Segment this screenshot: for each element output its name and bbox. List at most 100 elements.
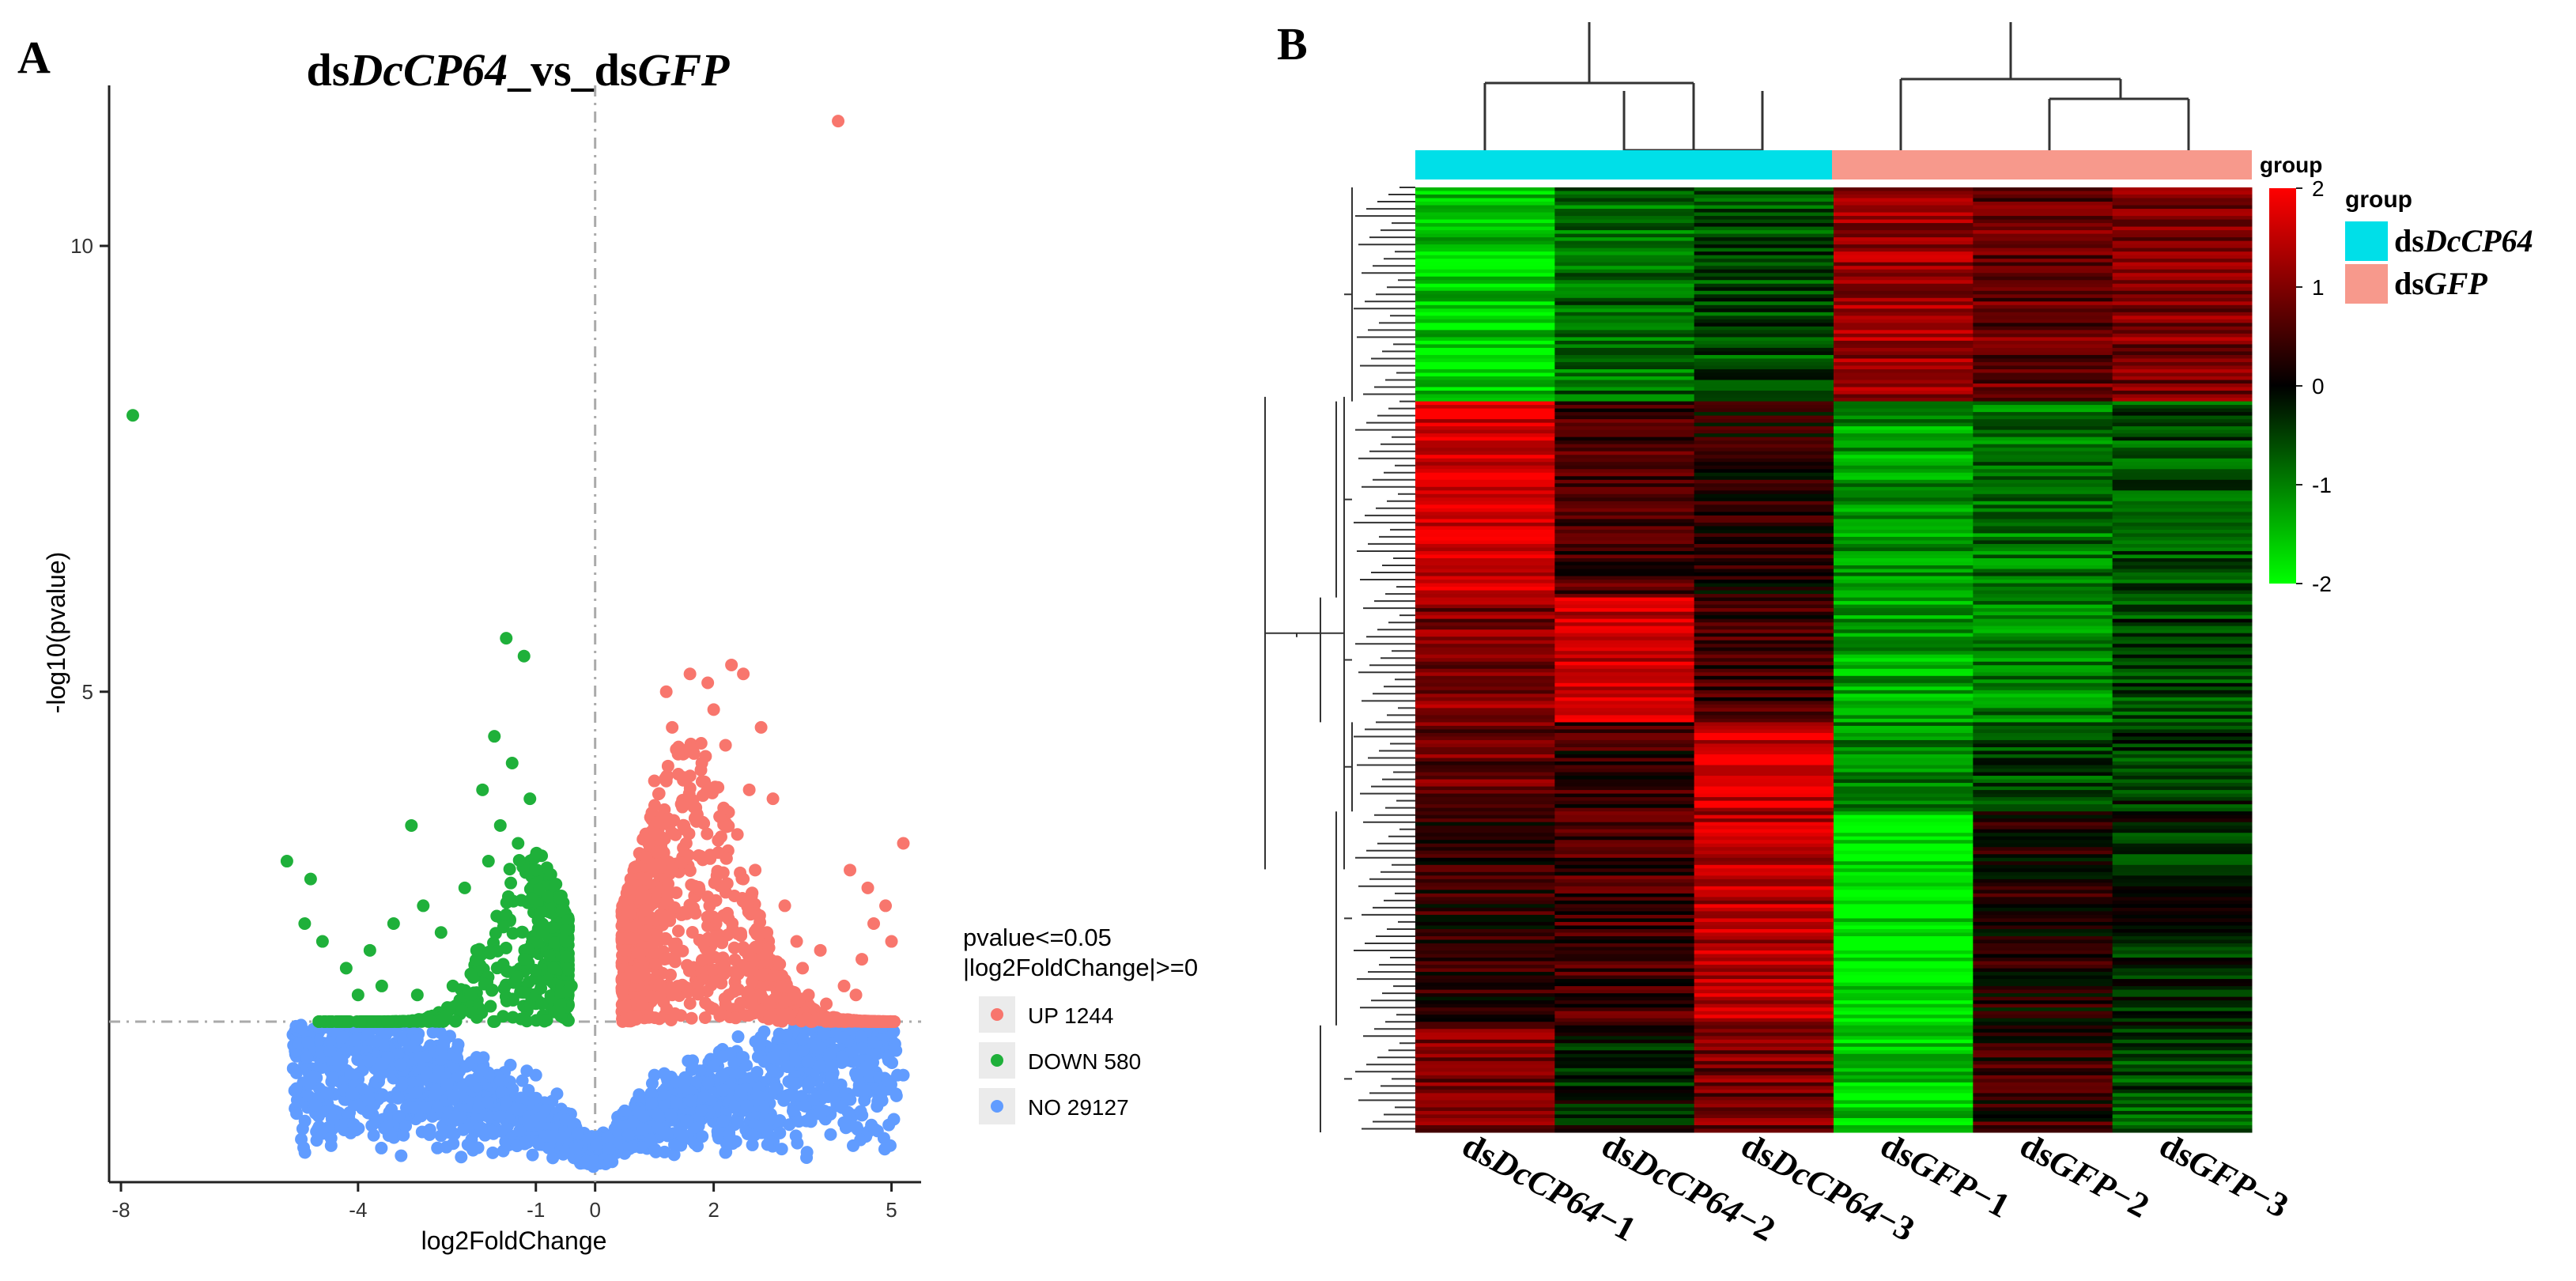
column-label-gene: DcCP64 — [1763, 1141, 1888, 1232]
heatmap-cell — [1973, 793, 2113, 798]
heatmap-cell — [1834, 486, 1974, 491]
point-no — [325, 1112, 338, 1125]
heatmap-cell — [1694, 212, 1834, 217]
heatmap-cell — [1973, 469, 2113, 474]
heatmap-cell — [2112, 932, 2253, 937]
point-no — [470, 1051, 483, 1064]
point-no — [835, 1100, 848, 1113]
heatmap-cell — [1834, 658, 1974, 663]
heatmap-cell — [2112, 504, 2253, 509]
heatmap-cell — [1694, 1086, 1834, 1090]
heatmap-cell — [1694, 1015, 1834, 1019]
heatmap-cell — [1834, 644, 1974, 648]
heatmap-cell — [1834, 248, 1974, 252]
heatmap-cell — [1415, 316, 1555, 320]
point-up — [662, 877, 675, 890]
heatmap-cell — [2112, 287, 2253, 292]
heatmap-cell — [2112, 1071, 2253, 1076]
heatmap-cell — [2112, 758, 2253, 762]
point-up — [754, 720, 768, 734]
heatmap-cell — [1554, 1036, 1695, 1041]
heatmap-cell — [1415, 337, 1555, 342]
heatmap-cell — [1694, 304, 1834, 309]
point-no — [789, 1129, 803, 1143]
heatmap-cell — [1415, 697, 1555, 701]
heatmap-cell — [1973, 1075, 2113, 1079]
point-up — [635, 892, 648, 905]
heatmap-cell — [1554, 761, 1695, 766]
heatmap-cell — [1834, 344, 1974, 349]
heatmap-cell — [1973, 344, 2113, 349]
point-up — [731, 967, 745, 981]
heatmap-cell — [1973, 1079, 2113, 1083]
heatmap-cell — [2112, 501, 2253, 505]
heatmap-cell — [1554, 533, 1695, 538]
heatmap-cell — [1834, 504, 1974, 509]
heatmap-cell — [1694, 444, 1834, 448]
heatmap-cell — [1973, 209, 2113, 214]
heatmap-cell — [1973, 871, 2113, 876]
point-no — [541, 1129, 554, 1143]
heatmap-cell — [1554, 644, 1695, 648]
heatmap-cell — [2112, 354, 2253, 359]
heatmap-cell — [1973, 647, 2113, 652]
heatmap-cell — [1554, 429, 1695, 434]
heatmap-cell — [1554, 1103, 1695, 1108]
point-up — [763, 998, 776, 1011]
heatmap-cell — [1973, 672, 2113, 677]
heatmap-cell — [2112, 1022, 2253, 1026]
heatmap-cell — [1834, 1029, 1974, 1033]
heatmap-cell — [1834, 497, 1974, 502]
point-up — [666, 988, 679, 1002]
heatmap-cell — [2112, 1096, 2253, 1101]
heatmap-cell — [2112, 943, 2253, 948]
heatmap-cell — [1973, 576, 2113, 580]
heatmap-cell — [1973, 918, 2113, 923]
heatmap-cell — [1973, 415, 2113, 420]
heatmap-cell — [2112, 380, 2253, 384]
point-no — [882, 1118, 896, 1132]
heatmap-cell — [1554, 526, 1695, 531]
heatmap-cell — [1415, 198, 1555, 202]
point-down — [535, 997, 549, 1011]
heatmap-cell — [1973, 526, 2113, 531]
series-down — [126, 409, 578, 1019]
heatmap-cell — [1973, 297, 2113, 302]
point-up — [729, 1011, 742, 1025]
point-no — [362, 1093, 376, 1106]
heatmap-cell — [1834, 854, 1974, 859]
heatmap-cell — [2112, 237, 2253, 242]
heatmap-cells — [1415, 187, 2253, 1133]
heatmap-cell — [1694, 1036, 1834, 1041]
heatmap-cell — [1834, 682, 1974, 687]
heatmap-cell — [1973, 1018, 2113, 1022]
heatmap-cell — [1834, 590, 1974, 595]
point-down — [298, 916, 312, 930]
heatmap-cell — [1415, 665, 1555, 670]
heatmap-cell — [1694, 972, 1834, 977]
heatmap-cell — [1834, 625, 1974, 630]
heatmap-cell — [1554, 384, 1695, 388]
point-no — [557, 1131, 570, 1144]
heatmap-cell — [1694, 843, 1834, 848]
heatmap-cell — [1694, 718, 1834, 723]
heatmap-cell — [1415, 486, 1555, 491]
point-down — [506, 927, 519, 940]
point-up — [651, 815, 664, 829]
heatmap-cell — [1973, 725, 2113, 730]
heatmap-cell — [1973, 965, 2113, 969]
heatmap-cell — [1834, 1089, 1974, 1094]
heatmap-cell — [1834, 1068, 1974, 1072]
heatmap-cell — [1834, 405, 1974, 410]
heatmap-cell — [2112, 993, 2253, 998]
heatmap-cell — [2112, 358, 2253, 363]
heatmap-cell — [1694, 297, 1834, 302]
heatmap-cell — [1415, 686, 1555, 691]
heatmap-cell — [1834, 718, 1974, 723]
heatmap-cell — [2112, 804, 2253, 809]
heatmap-cell — [1973, 412, 2113, 417]
point-no — [723, 1130, 736, 1143]
heatmap-cell — [1554, 283, 1695, 288]
point-no — [701, 1076, 715, 1090]
heatmap-cell — [1973, 1043, 2113, 1048]
